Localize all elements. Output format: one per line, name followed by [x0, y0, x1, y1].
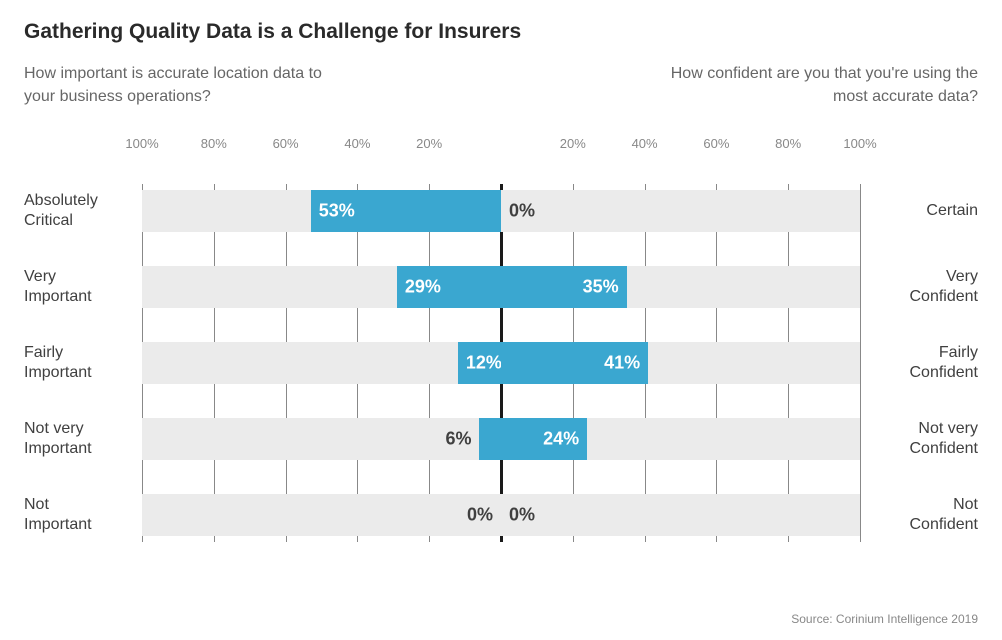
axis-tick: 40% [344, 136, 370, 151]
row-background [142, 494, 860, 536]
bar-value-left: 12% [466, 353, 502, 374]
row-label-left: NotImportant [24, 495, 128, 535]
source-attribution: Source: Corinium Intelligence 2019 [791, 612, 978, 626]
axis-tick: 40% [632, 136, 658, 151]
subtitle-left: How important is accurate location data … [24, 62, 344, 108]
bar-value-right: 35% [583, 277, 619, 298]
axis-tick: 20% [560, 136, 586, 151]
chart-title: Gathering Quality Data is a Challenge fo… [24, 20, 978, 44]
row-background [142, 190, 860, 232]
chart-row: FairlyImportant FairlyConfident 12% 41% [24, 342, 978, 384]
axis-tick: 80% [775, 136, 801, 151]
subtitle-row: How important is accurate location data … [24, 62, 978, 108]
row-label-right: FairlyConfident [860, 343, 978, 383]
axis-tick: 100% [843, 136, 876, 151]
bar-value-left: 0% [467, 505, 493, 526]
axis-tick: 100% [125, 136, 158, 151]
bar-left [479, 418, 501, 460]
row-label-right: NotConfident [860, 495, 978, 535]
axis: 100% 80% 60% 40% 20% 20% 40% 60% 80% 100% [24, 136, 978, 160]
bar-value-left: 29% [405, 277, 441, 298]
axis-tick: 80% [201, 136, 227, 151]
axis-tick: 60% [703, 136, 729, 151]
row-label-right: Not veryConfident [860, 419, 978, 459]
axis-tick: 60% [273, 136, 299, 151]
row-label-left: Not veryImportant [24, 419, 128, 459]
rows: AbsolutelyCritical Certain 53% 0% VeryImport… [24, 190, 978, 536]
bar-value-left: 6% [445, 429, 471, 450]
bar-value-right: 24% [543, 429, 579, 450]
diverging-bar-chart: 100% 80% 60% 40% 20% 20% 40% 60% 80% 100% Absolute… [24, 136, 978, 536]
row-label-left: AbsolutelyCritical [24, 191, 128, 231]
row-label-left: VeryImportant [24, 267, 128, 307]
bar-value-right: 41% [604, 353, 640, 374]
bar-value-left: 53% [319, 201, 355, 222]
axis-tick: 20% [416, 136, 442, 151]
row-label-left: FairlyImportant [24, 343, 128, 383]
chart-row: NotImportant NotConfident 0% 0% [24, 494, 978, 536]
bar-value-right: 0% [509, 505, 535, 526]
subtitle-right: How confident are you that you're using … [658, 62, 978, 108]
chart-row: Not veryImportant Not veryConfident 6% 24% [24, 418, 978, 460]
row-label-right: Certain [860, 201, 978, 221]
chart-row: AbsolutelyCritical Certain 53% 0% [24, 190, 978, 232]
row-label-right: VeryConfident [860, 267, 978, 307]
chart-container: Gathering Quality Data is a Challenge fo… [0, 0, 1002, 536]
bar-value-right: 0% [509, 201, 535, 222]
chart-row: VeryImportant VeryConfident 29% 35% [24, 266, 978, 308]
